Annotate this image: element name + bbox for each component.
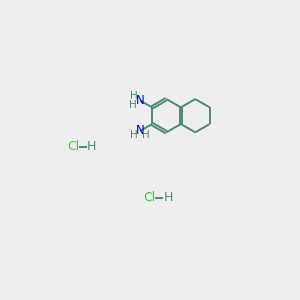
Text: H: H (130, 130, 138, 140)
Text: Cl: Cl (143, 191, 155, 204)
Text: N: N (136, 124, 145, 137)
Text: H: H (142, 130, 150, 140)
Text: H: H (129, 100, 137, 110)
Text: H: H (164, 191, 173, 204)
Text: H: H (87, 140, 97, 153)
Text: H: H (130, 91, 137, 101)
Text: N: N (136, 94, 145, 107)
Text: Cl: Cl (67, 140, 79, 153)
